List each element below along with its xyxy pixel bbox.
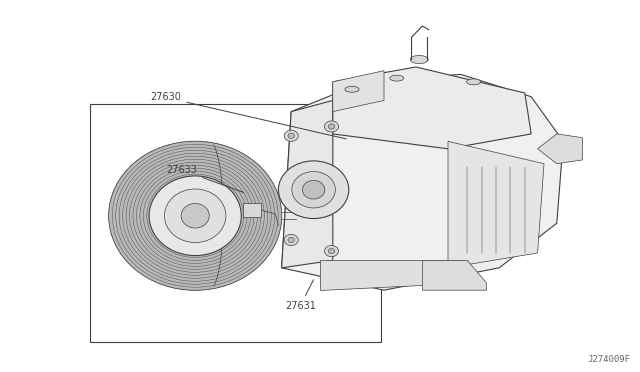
Polygon shape bbox=[320, 260, 461, 290]
Text: 27633: 27633 bbox=[166, 165, 244, 192]
Ellipse shape bbox=[181, 203, 209, 228]
Ellipse shape bbox=[328, 248, 335, 254]
Text: 27630: 27630 bbox=[150, 93, 346, 139]
Ellipse shape bbox=[123, 153, 268, 278]
Polygon shape bbox=[282, 74, 563, 290]
Text: J274009F: J274009F bbox=[588, 355, 630, 364]
Ellipse shape bbox=[345, 86, 359, 92]
Ellipse shape bbox=[109, 141, 282, 290]
Ellipse shape bbox=[288, 237, 294, 243]
Polygon shape bbox=[448, 141, 544, 268]
Ellipse shape bbox=[390, 75, 404, 81]
Ellipse shape bbox=[149, 176, 241, 256]
Polygon shape bbox=[243, 203, 261, 217]
Text: 27631: 27631 bbox=[285, 280, 316, 311]
Ellipse shape bbox=[109, 141, 282, 290]
Ellipse shape bbox=[292, 171, 335, 208]
Ellipse shape bbox=[150, 177, 240, 254]
Ellipse shape bbox=[278, 161, 349, 219]
Ellipse shape bbox=[116, 147, 275, 284]
Polygon shape bbox=[333, 67, 531, 149]
Ellipse shape bbox=[284, 234, 298, 246]
Ellipse shape bbox=[324, 121, 339, 132]
Polygon shape bbox=[333, 71, 384, 112]
Ellipse shape bbox=[129, 159, 261, 272]
Ellipse shape bbox=[143, 171, 247, 260]
Polygon shape bbox=[422, 260, 486, 290]
Polygon shape bbox=[282, 100, 333, 268]
Ellipse shape bbox=[136, 165, 254, 266]
Ellipse shape bbox=[288, 133, 294, 138]
Ellipse shape bbox=[284, 130, 298, 141]
Ellipse shape bbox=[328, 124, 335, 129]
Ellipse shape bbox=[410, 55, 428, 64]
Ellipse shape bbox=[303, 180, 325, 199]
Ellipse shape bbox=[324, 246, 339, 257]
Ellipse shape bbox=[164, 189, 226, 243]
Polygon shape bbox=[538, 134, 582, 164]
Ellipse shape bbox=[467, 79, 481, 85]
